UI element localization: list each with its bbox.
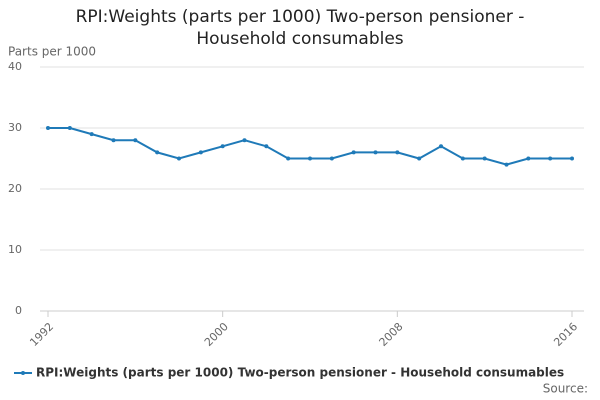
point bbox=[242, 138, 247, 143]
point bbox=[89, 132, 94, 137]
point bbox=[373, 150, 378, 155]
legend-label: RPI:Weights (parts per 1000) Two-person … bbox=[36, 366, 564, 380]
point bbox=[329, 156, 334, 161]
x-tick-label: 2016 bbox=[551, 320, 580, 349]
point bbox=[526, 156, 531, 161]
x-tick-label: 1992 bbox=[27, 320, 56, 349]
point bbox=[220, 144, 225, 149]
point bbox=[155, 150, 160, 155]
point bbox=[177, 156, 181, 161]
point bbox=[417, 156, 422, 161]
y-tick-label: 30 bbox=[8, 121, 22, 134]
chart-title: RPI:Weights (parts per 1000) Two-person … bbox=[75, 7, 525, 49]
point bbox=[439, 144, 443, 149]
point bbox=[351, 150, 356, 155]
point bbox=[111, 138, 116, 143]
point bbox=[460, 156, 465, 161]
point bbox=[504, 162, 509, 167]
point bbox=[548, 156, 553, 161]
point bbox=[264, 144, 269, 149]
point bbox=[46, 126, 50, 130]
y-tick-label: 10 bbox=[8, 243, 22, 256]
point bbox=[570, 156, 574, 161]
legend-marker bbox=[21, 371, 25, 375]
point bbox=[133, 138, 138, 143]
point bbox=[198, 150, 203, 155]
point bbox=[67, 126, 72, 130]
y-tick-label: 0 bbox=[15, 304, 22, 317]
x-tick-label: 2000 bbox=[202, 320, 231, 349]
point bbox=[395, 150, 400, 155]
y-tick-label: 40 bbox=[8, 60, 22, 73]
source: Source: bbox=[543, 382, 588, 396]
point bbox=[286, 156, 291, 161]
y-axis-label: Parts per 1000 bbox=[8, 45, 96, 59]
x-tick-label: 2008 bbox=[377, 320, 406, 349]
point bbox=[308, 156, 312, 161]
point bbox=[482, 156, 487, 161]
y-tick-label: 20 bbox=[8, 182, 22, 195]
